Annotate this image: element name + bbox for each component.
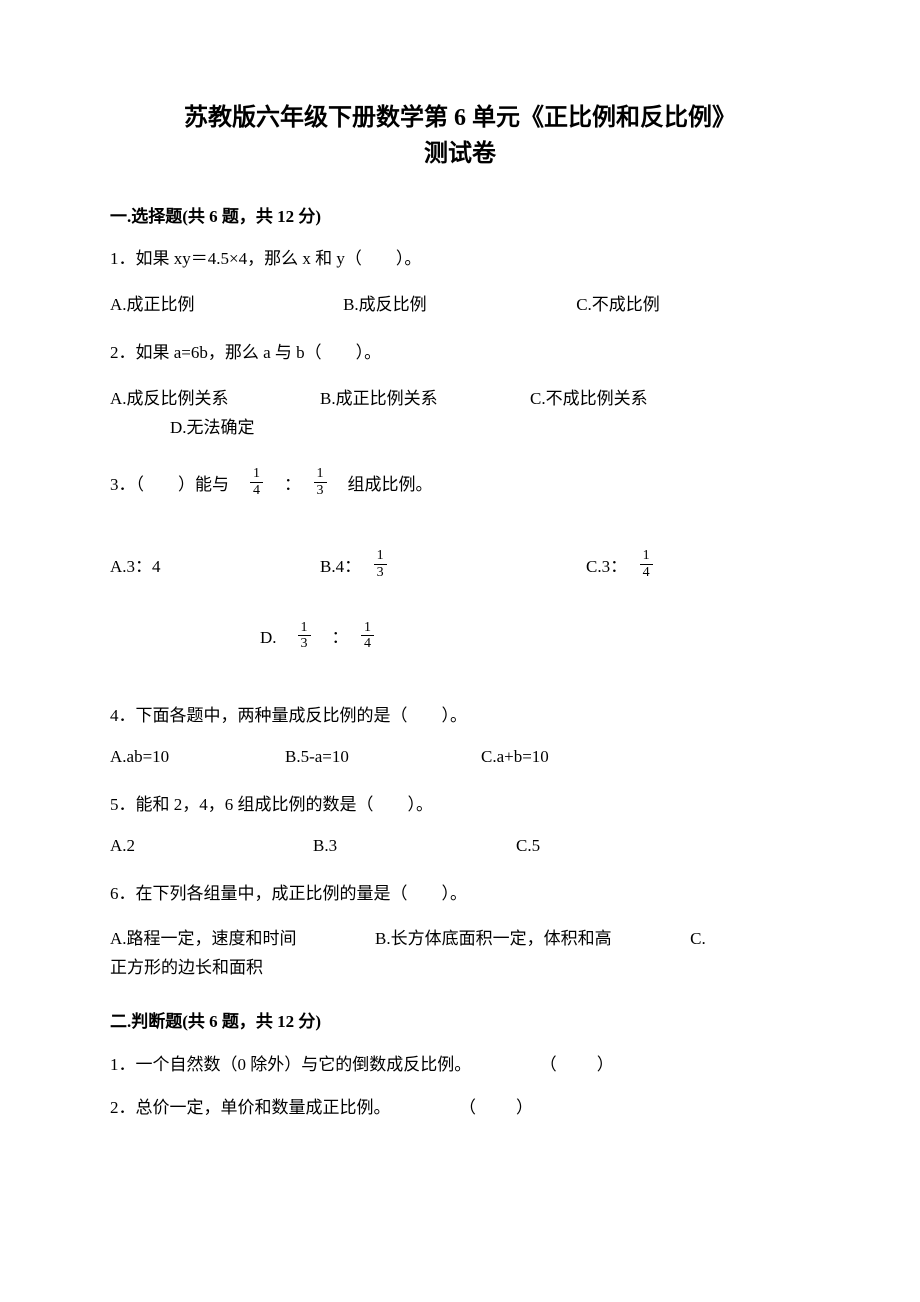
q6-stem: 6．在下列各组量中，成正比例的量是（ ）。: [110, 880, 810, 907]
q5-options: A.2 B.3 C.5: [110, 836, 810, 856]
title-line-1: 苏教版六年级下册数学第 6 单元《正比例和反比例》: [110, 100, 810, 136]
q3-frac-1: 1 4: [250, 466, 263, 498]
q3-opt-c-den: 4: [640, 565, 653, 580]
q2-options: A.成反比例关系 B.成正比例关系 C.不成比例关系 D.无法确定: [110, 384, 810, 438]
q3-frac-2-den: 3: [314, 483, 327, 498]
q3-opt-d-f1-num: 1: [298, 620, 311, 636]
q2-opt-c: C.不成比例关系: [530, 384, 740, 409]
q4-options: A.ab=10 B.5-a=10 C.a+b=10: [110, 747, 810, 767]
j2-stem: 2．总价一定，单价和数量成正比例。: [110, 1098, 391, 1117]
j2-paren: （ ）: [459, 1098, 535, 1117]
q3-opt-d-colon: ：: [315, 623, 358, 648]
j1-stem: 1．一个自然数（0 除外）与它的倒数成反比例。: [110, 1055, 471, 1074]
q3-opt-b-num: 1: [374, 548, 387, 564]
section-2-header: 二.判断题(共 6 题，共 12 分): [110, 1007, 810, 1032]
q1-options: A.成正比例 B.成反比例 C.不成比例: [110, 290, 810, 315]
q5-opt-a: A.2: [110, 836, 313, 856]
j2-row: 2．总价一定，单价和数量成正比例。 （ ）: [110, 1093, 810, 1118]
q4-opt-a: A.ab=10: [110, 747, 285, 767]
page-title: 苏教版六年级下册数学第 6 单元《正比例和反比例》 测试卷: [110, 100, 810, 172]
q3-opt-d: D. 1 3 ： 1 4: [110, 620, 810, 652]
q3-opt-d-frac-1: 1 3: [298, 620, 311, 652]
q3-opt-b-frac: 1 3: [374, 548, 387, 580]
q3-opt-a: A.3：4: [110, 552, 320, 577]
q2-opt-d: D.无法确定: [110, 413, 810, 438]
title-line-2: 测试卷: [110, 136, 810, 172]
q3-stem-pre: 3．（ ）能与: [110, 470, 246, 495]
q3-opt-d-f2-num: 1: [361, 620, 374, 636]
q3-opt-d-f1-den: 3: [298, 636, 311, 651]
q1-opt-a: A.成正比例: [110, 290, 343, 315]
q3-opt-c: C.3： 1 4: [586, 548, 657, 580]
q3-stem: 3．（ ）能与 1 4 ： 1 3 组成比例。: [110, 466, 810, 498]
q4-stem: 4．下面各题中，两种量成反比例的是（ ）。: [110, 702, 810, 729]
q1-stem: 1．如果 xy＝4.5×4，那么 x 和 y（ ）。: [110, 245, 810, 272]
q5-opt-b: B.3: [313, 836, 516, 856]
q5-opt-c: C.5: [516, 836, 540, 856]
q3-opt-b: B.4： 1 3: [320, 548, 586, 580]
q1-opt-b: B.成反比例: [343, 290, 576, 315]
q4-opt-b: B.5-a=10: [285, 747, 481, 767]
q2-stem: 2．如果 a=6b，那么 a 与 b（ ）。: [110, 339, 810, 366]
q3-opt-c-frac: 1 4: [640, 548, 653, 580]
q3-opt-d-frac-2: 1 4: [361, 620, 374, 652]
q3-stem-post: 组成比例。: [331, 470, 433, 495]
q3-frac-1-num: 1: [250, 466, 263, 482]
q3-frac-2: 1 3: [314, 466, 327, 498]
q6-opt-c-rest: 正方形的边长和面积: [110, 958, 263, 977]
q3-frac-1-den: 4: [250, 483, 263, 498]
q3-options-abc: A.3：4 B.4： 1 3 C.3： 1 4: [110, 548, 810, 580]
q3-opt-c-pre: C.3：: [586, 552, 636, 577]
j1-paren: （ ）: [540, 1055, 616, 1074]
q5-stem: 5．能和 2，4，6 组成比例的数是（ ）。: [110, 791, 810, 818]
q3-opt-b-pre: B.4：: [320, 552, 370, 577]
q6-opt-b: B.长方体底面积一定，体积和高: [375, 929, 612, 948]
q3-frac-2-num: 1: [314, 466, 327, 482]
q2-opt-a: A.成反比例关系: [110, 384, 320, 409]
q3-opt-d-pre: D.: [260, 623, 294, 648]
q3-colon: ：: [267, 470, 310, 495]
j1-row: 1．一个自然数（0 除外）与它的倒数成反比例。 （ ）: [110, 1050, 810, 1075]
q4-opt-c: C.a+b=10: [481, 747, 549, 767]
section-1-header: 一.选择题(共 6 题，共 12 分): [110, 202, 810, 227]
q3-opt-b-den: 3: [374, 565, 387, 580]
q3-opt-c-num: 1: [640, 548, 653, 564]
q6-opt-c-pre: C.: [690, 929, 706, 948]
q3-opt-d-f2-den: 4: [361, 636, 374, 651]
q6-opt-a: A.路程一定，速度和时间: [110, 929, 297, 948]
q2-opt-b: B.成正比例关系: [320, 384, 530, 409]
q6-options: A.路程一定，速度和时间 B.长方体底面积一定，体积和高 C. 正方形的边长和面…: [110, 925, 810, 983]
q1-opt-c: C.不成比例: [576, 290, 809, 315]
